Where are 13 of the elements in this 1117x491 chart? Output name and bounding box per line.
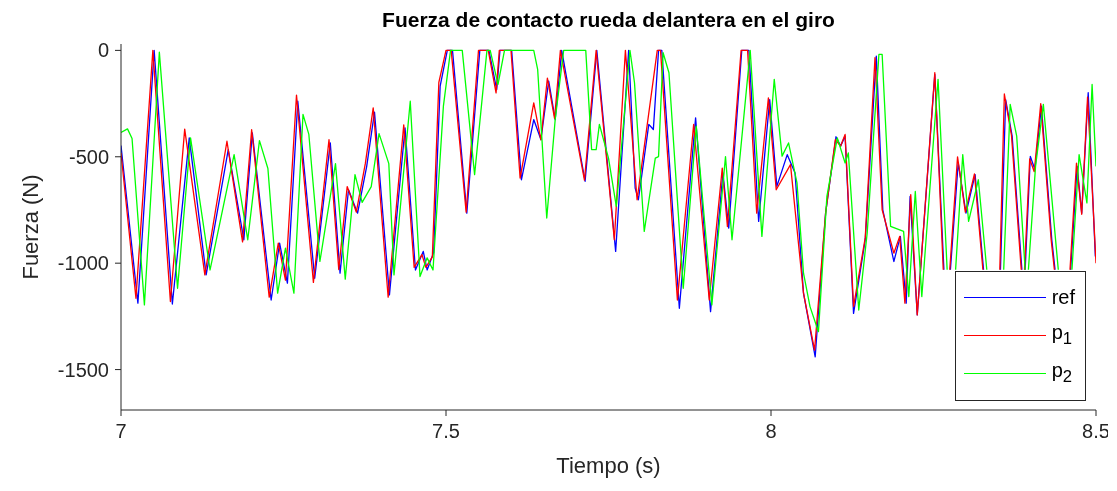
y-axis-title: Fuerza (N) bbox=[17, 174, 43, 280]
legend-label: p$_{1}$ bbox=[1051, 321, 1073, 349]
x-axis-title: Tiempo (s) bbox=[556, 453, 661, 478]
x-tick-label: 7.5 bbox=[432, 420, 460, 443]
y-tick-label: 0 bbox=[97, 39, 109, 62]
x-tick-label: 8 bbox=[765, 420, 777, 443]
chart-title: Fuerza de contacto rueda delantera en el giro bbox=[382, 8, 835, 31]
y-tick-label: -1000 bbox=[57, 252, 109, 275]
legend-label: ref bbox=[1051, 285, 1075, 309]
legend-label: p$_{2}$ bbox=[1051, 359, 1073, 387]
x-tick-label: 7 bbox=[115, 420, 127, 443]
y-tick-label: -1500 bbox=[57, 358, 109, 381]
y-tick-label: -500 bbox=[68, 145, 109, 168]
